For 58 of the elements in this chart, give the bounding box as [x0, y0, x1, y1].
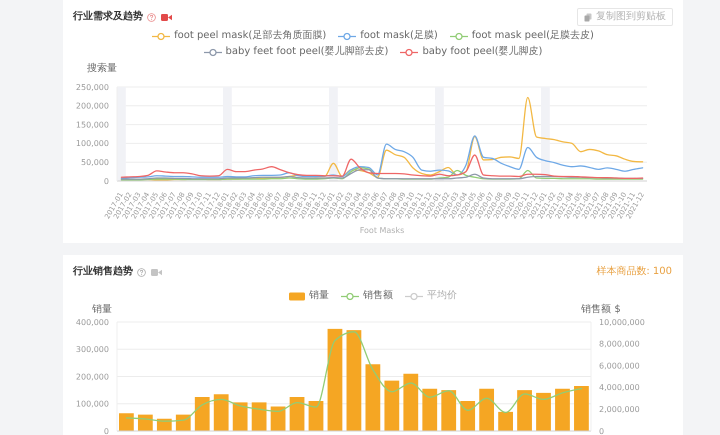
- y-tick-label: 400,000: [76, 318, 109, 327]
- bar: [232, 402, 248, 431]
- bar: [365, 364, 380, 431]
- text: 样本商品数: 100: [596, 266, 672, 278]
- y2-tick-label: 0: [599, 426, 604, 435]
- bar: [422, 388, 438, 431]
- bar: [308, 401, 324, 431]
- bar: [498, 412, 513, 431]
- bar: [214, 394, 229, 431]
- y-tick-label: 200,000: [76, 102, 109, 111]
- y2-tick-label: 2,000,000: [599, 405, 640, 414]
- bar: [479, 388, 494, 431]
- bar: [536, 392, 551, 431]
- y-tick-label: 250,000: [76, 82, 109, 92]
- legend-label: foot peel mask(足部去角质面膜): [174, 30, 326, 42]
- y-tick-label: 100,000: [76, 139, 109, 148]
- y2-tick-label: 4,000,000: [599, 383, 640, 392]
- y-tick-label: 300,000: [76, 345, 109, 354]
- y-tick-label: 0: [104, 176, 109, 186]
- bar: [460, 401, 476, 431]
- y-tick-label: 200,000: [76, 372, 109, 382]
- y2-tick-label: 6,000,000: [599, 361, 640, 370]
- y-axis-title: 销量: [92, 304, 112, 316]
- bar: [346, 330, 362, 431]
- legend-label: 销售额: [363, 290, 393, 302]
- legend-label: baby foot peel(婴儿脚皮): [422, 46, 542, 58]
- legend-label: foot mask(足膜): [360, 30, 438, 42]
- y2-tick-label: 10,000,000: [599, 318, 645, 327]
- y2-axis-title: 销售额 $: [581, 304, 621, 316]
- y-tick-label: 150,000: [76, 120, 109, 130]
- bar: [194, 396, 210, 431]
- y-tick-label: 100,000: [76, 400, 109, 409]
- bar: [270, 406, 286, 431]
- y-axis-title: 搜索量: [87, 63, 117, 75]
- button: 复制图到剪贴板: [577, 8, 673, 26]
- line-series: [120, 135, 644, 180]
- legend-label: baby feet foot peel(婴儿脚部去皮): [226, 46, 388, 58]
- bar: [290, 396, 304, 431]
- bar: [384, 380, 400, 431]
- bar: [574, 386, 589, 431]
- x-axis-title: Foot Masks: [360, 226, 404, 236]
- line-series: [126, 331, 582, 422]
- bar: [119, 413, 134, 431]
- legend-label: 销量: [309, 290, 329, 302]
- chart-title: 行业需求及趋势: [73, 11, 143, 23]
- y2-tick-label: 8,000,000: [599, 340, 640, 349]
- y-tick-label: 0: [104, 426, 109, 435]
- bar: [252, 402, 267, 431]
- line-series: [120, 154, 644, 180]
- y-tick-label: 50,000: [81, 158, 109, 168]
- bar: [517, 390, 532, 431]
- bar: [441, 390, 456, 431]
- bar: [403, 374, 418, 431]
- bar: [555, 388, 570, 431]
- legend-label: foot mask peel(足膜去皮): [472, 30, 594, 42]
- legend-label: 平均价: [427, 290, 457, 302]
- bar: [328, 328, 342, 431]
- chart-title: 行业销售趋势: [73, 266, 133, 278]
